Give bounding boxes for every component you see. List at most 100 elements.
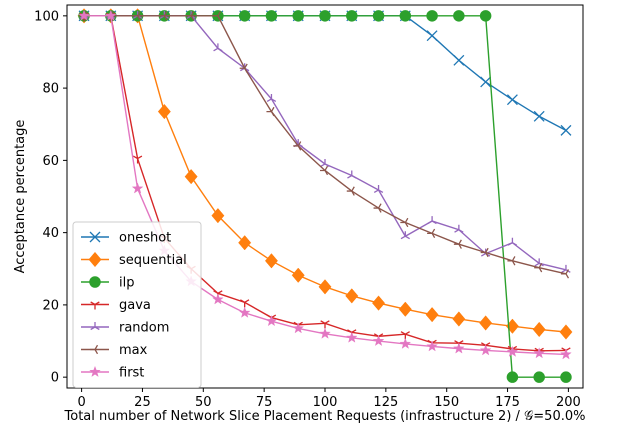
legend-item-max: max [81, 343, 148, 358]
x-tick-label: 75 [256, 395, 273, 410]
data-point-ilp [372, 10, 385, 22]
data-point-random [320, 158, 330, 168]
x-tick-label: 100 [313, 395, 338, 410]
data-point-oneshot [533, 110, 545, 122]
data-point-first [453, 342, 465, 354]
data-point-random [507, 237, 518, 246]
data-point-first [131, 182, 144, 194]
data-point-ilp [265, 10, 278, 22]
data-point-sequential [318, 279, 332, 295]
legend-marker [88, 251, 102, 268]
data-point-ilp [399, 10, 412, 22]
y-tick-label: 80 [42, 82, 59, 97]
data-point-oneshot [560, 124, 572, 136]
data-point-sequential [372, 295, 386, 311]
y-tick-label: 0 [51, 371, 59, 386]
data-point-first [319, 327, 331, 339]
data-point-ilp [319, 10, 331, 22]
data-point-first [399, 337, 412, 349]
legend-marker [89, 276, 101, 288]
y-axis-label: Acceptance percentage [13, 120, 28, 274]
legend-item-gava: gava [81, 298, 151, 313]
data-point-sequential [532, 321, 546, 338]
legend-label: gava [119, 298, 151, 313]
legend-label: first [119, 366, 144, 381]
data-point-ilp [426, 10, 438, 22]
data-point-max [186, 11, 195, 21]
data-point-max [266, 106, 275, 117]
x-tick-label: 175 [495, 395, 520, 410]
data-point-gava [240, 299, 250, 308]
legend-item-first: first [81, 366, 144, 381]
legend-item-oneshot: oneshot [81, 231, 171, 246]
data-point-sequential [479, 315, 493, 331]
data-point-first [78, 9, 90, 21]
data-point-sequential [238, 235, 252, 251]
data-point-first [292, 322, 305, 334]
series-line-oneshot [84, 15, 567, 131]
y-tick-label: 40 [42, 226, 59, 241]
data-point-random [213, 43, 223, 52]
data-point-first [105, 9, 117, 21]
legend-box [72, 221, 202, 388]
legend-label: random [119, 321, 169, 336]
data-point-ilp [292, 10, 304, 22]
data-point-first [479, 344, 492, 356]
x-tick-label: 150 [434, 395, 459, 410]
data-point-oneshot [453, 54, 465, 66]
legend-item-sequential: sequential [81, 251, 187, 268]
data-point-first [265, 315, 278, 327]
data-point-max [534, 263, 543, 273]
x-tick-label: 125 [373, 395, 398, 410]
data-point-first [372, 334, 385, 346]
y-tick-label: 100 [34, 9, 59, 24]
data-point-first [506, 345, 519, 357]
data-point-sequential [425, 307, 439, 323]
legend-marker [89, 365, 101, 377]
data-point-sequential [184, 168, 198, 185]
legend-marker [90, 301, 100, 310]
legend: oneshot sequential ilp gava random max first [72, 221, 202, 388]
legend-label: ilp [119, 276, 134, 291]
data-point-random [373, 184, 384, 194]
legend-marker [90, 344, 99, 355]
data-point-random [266, 93, 277, 103]
data-point-sequential [264, 253, 278, 269]
data-point-first [426, 340, 438, 352]
y-tick-label: 20 [42, 298, 59, 313]
data-point-oneshot [426, 30, 438, 42]
data-point-sequential [157, 103, 171, 120]
y-axis-ticks: 0 20 40 60 80 100 [34, 9, 67, 386]
x-axis-ticks: 0 25 50 75 100 125 150 175 200 [77, 388, 581, 410]
data-point-max [293, 141, 302, 151]
data-point-ilp [506, 371, 519, 383]
data-point-random [427, 216, 437, 225]
data-point-max [346, 186, 355, 196]
data-point-ilp [238, 10, 251, 22]
data-point-max [507, 256, 516, 266]
data-point-first [212, 293, 224, 305]
data-point-max [400, 217, 409, 228]
data-point-ilp [533, 371, 545, 383]
x-tick-label: 0 [77, 395, 85, 410]
data-point-sequential [559, 324, 573, 340]
data-point-max [132, 11, 141, 21]
data-point-first [533, 347, 545, 359]
legend-item-ilp: ilp [81, 276, 134, 291]
data-point-first [345, 331, 358, 343]
data-point-random [347, 170, 357, 179]
data-point-first [238, 306, 251, 318]
data-point-max [212, 11, 221, 21]
data-point-oneshot [480, 76, 492, 88]
data-point-ilp [346, 10, 358, 22]
series-oneshot [78, 10, 572, 136]
legend-item-random: random [81, 321, 169, 336]
data-point-max [480, 247, 489, 258]
x-tick-label: 25 [134, 395, 151, 410]
data-point-sequential [452, 311, 466, 327]
data-point-gava [132, 155, 143, 164]
data-point-max [427, 228, 436, 239]
data-point-max [159, 11, 168, 21]
legend-label: oneshot [119, 231, 171, 246]
